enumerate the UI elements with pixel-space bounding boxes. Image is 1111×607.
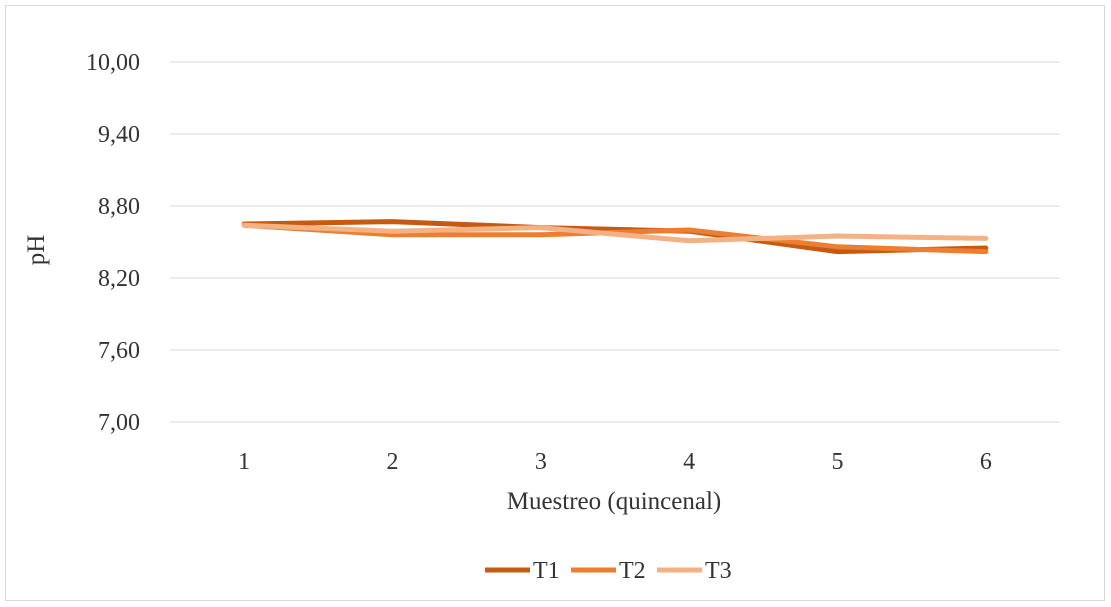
y-axis-title: pH (23, 235, 50, 266)
legend-label-t3: T3 (705, 558, 732, 584)
y-tick-label: 9,40 (98, 122, 140, 148)
x-tick-label: 3 (535, 449, 547, 475)
gridlines (170, 61, 1060, 423)
x-tick-label: 4 (683, 449, 695, 475)
series-line-t1 (241, 219, 989, 255)
series-lines (241, 219, 989, 255)
y-tick-label: 10,00 (86, 50, 140, 76)
chart-frame (5, 5, 1105, 601)
y-tick-label: 7,00 (98, 410, 140, 436)
x-axis-ticks: 1 2 3 4 5 6 (238, 449, 992, 475)
y-tick-label: 7,60 (98, 338, 140, 364)
x-tick-label: 6 (980, 449, 992, 475)
x-tick-label: 5 (832, 449, 844, 475)
x-tick-label: 1 (238, 449, 250, 475)
legend-label-t2: T2 (619, 558, 646, 584)
legend-label-t1: T1 (533, 558, 560, 584)
y-tick-label: 8,80 (98, 194, 140, 220)
y-tick-label: 8,20 (98, 266, 140, 292)
x-tick-label: 2 (387, 449, 399, 475)
y-axis-ticks: 7,00 7,60 8,20 8,80 9,40 10,00 (86, 50, 140, 436)
x-axis-title: Muestreo (quincenal) (507, 488, 722, 515)
series-line-t3 (241, 222, 989, 244)
legend: T1 T2 T3 (485, 558, 732, 584)
